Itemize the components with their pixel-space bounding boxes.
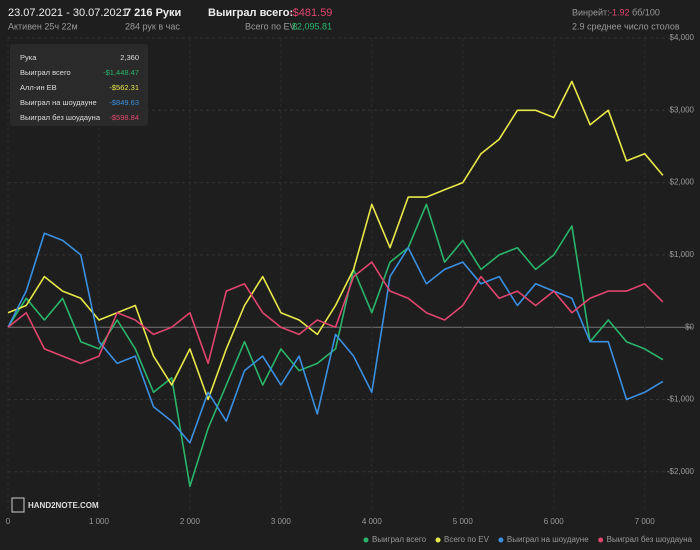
hands-per-hour: 284 рук в час <box>125 21 180 31</box>
series-line <box>7 261 664 365</box>
x-tick-label: 3 000 <box>271 517 292 526</box>
hands: 7 216 Руки <box>125 7 181 19</box>
y-tick-label: -$2,000 <box>667 467 695 476</box>
y-tick-label: $0 <box>685 322 694 331</box>
date-range: 23.07.2021 - 30.07.2021 <box>8 7 128 19</box>
tooltip-value: -$598.84 <box>109 113 139 122</box>
x-tick-label: 5 000 <box>453 517 474 526</box>
y-tick-label: $2,000 <box>670 178 695 187</box>
legend-label: Выиграл без шоудауна <box>607 535 693 544</box>
tooltip-label: Алл-ин EB <box>20 83 57 92</box>
legend: Выиграл без шоудауна Выиграл на шоудауне В… <box>363 535 693 544</box>
x-tick-label: 0 <box>6 517 11 526</box>
tooltip-value: 2,360 <box>120 53 139 62</box>
ev-label: Всего по EV: <box>245 21 298 31</box>
ev-value: $2,095.81 <box>292 21 332 31</box>
y-tick-label: $3,000 <box>670 105 695 114</box>
y-tick-label: $1,000 <box>670 250 695 259</box>
tooltip-value: -$562.31 <box>109 83 139 92</box>
winrate-label: Винрейт: <box>572 7 610 17</box>
x-tick-label: 7 000 <box>635 517 656 526</box>
series-line <box>7 203 664 488</box>
won-value: -$481.59 <box>289 7 332 19</box>
logo: HAND2NOTE.COM <box>28 501 99 510</box>
legend-swatch <box>435 537 441 543</box>
tables: 2.9 среднее число столов <box>572 21 680 31</box>
tooltip-label: Выиграл всего <box>20 68 71 77</box>
y-tick-label: $4,000 <box>670 33 695 42</box>
active-time: Активен 25ч 22м <box>8 21 78 31</box>
legend-label: Выиграл всего <box>372 535 427 544</box>
tooltip-rows: Рука 2,360 Выиграл всего -$1,448.47 Алл-ин E… <box>20 53 139 122</box>
tooltip-label: Выиграл без шоудауна <box>20 113 101 122</box>
tooltip-label: Выиграл на шоудауне <box>20 98 97 107</box>
x-tick-label: 1 000 <box>89 517 110 526</box>
won-label: Выиграл всего: <box>208 7 293 19</box>
logo-icon <box>11 497 25 513</box>
legend-swatch <box>498 537 504 543</box>
legend-label: Всего по EV <box>444 535 490 544</box>
x-tick-label: 2 000 <box>180 517 201 526</box>
winrate-value: -1.92 <box>609 7 630 17</box>
tooltip-label: Рука <box>20 53 37 62</box>
legend-swatch <box>598 537 604 543</box>
tooltip-value: -$1,448.47 <box>103 68 139 77</box>
legend-label: Выиграл на шоудауне <box>507 535 589 544</box>
legend-swatch <box>363 537 369 543</box>
x-tick-label: 4 000 <box>362 517 383 526</box>
tooltip-value: -$849.63 <box>109 98 139 107</box>
y-tick-label: -$1,000 <box>667 395 695 404</box>
tooltip <box>10 44 148 126</box>
x-tick-label: 6 000 <box>544 517 565 526</box>
winrate-unit: бб/100 <box>632 7 660 17</box>
